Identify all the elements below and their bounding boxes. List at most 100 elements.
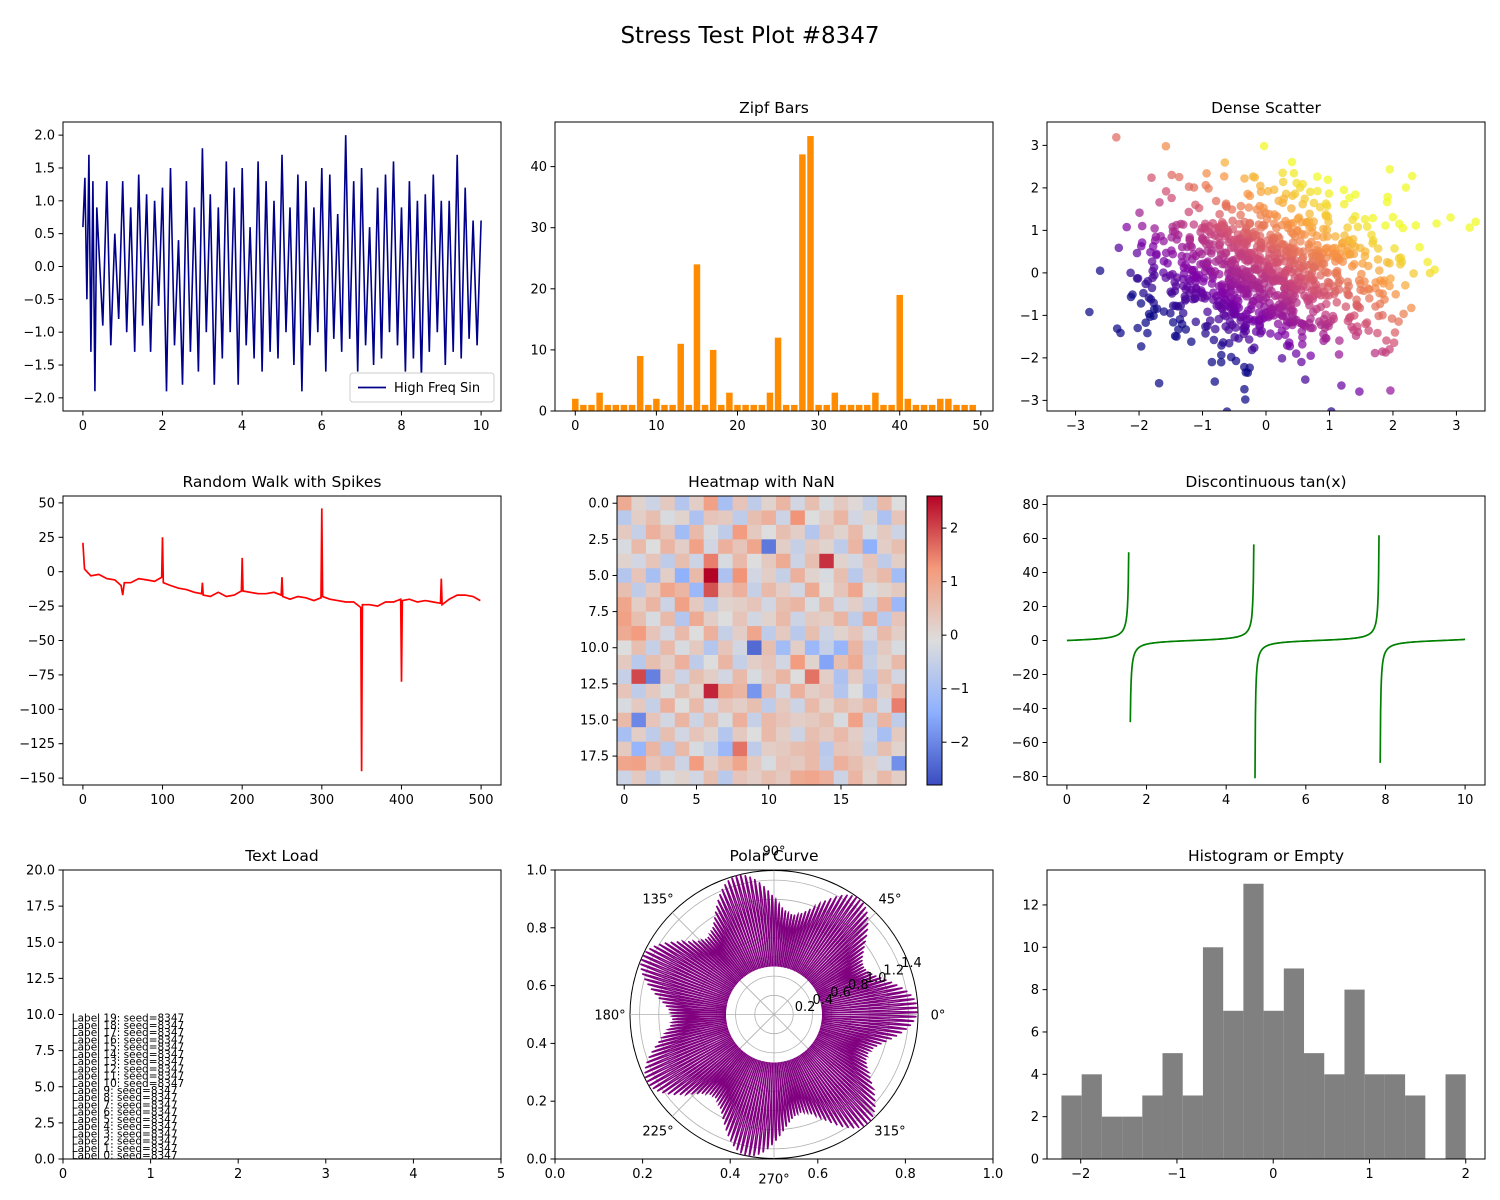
bar [904, 398, 912, 411]
subplot-high-freq-sin: 0 2 4 6 8 10 −2.0 −1.5 −1.0 −0.5 0.0 0.5 1.0 1.5 2.0 Hi… [23, 121, 502, 434]
scatter-point [1331, 232, 1340, 241]
scatter-point [1205, 316, 1215, 325]
y-tick-label: −20 [1012, 668, 1039, 683]
scatter-point [1321, 267, 1330, 277]
bar [669, 404, 676, 411]
heatmap-cell [848, 568, 864, 584]
scatter-point [1242, 228, 1251, 238]
scatter-point [1234, 296, 1243, 306]
heatmap-cell [833, 683, 849, 699]
heatmap-cell [747, 510, 762, 526]
heatmap-cell [732, 712, 748, 728]
heatmap-cell [848, 712, 864, 728]
subplot-heatmap: 0 5 10 150.02.55.07.510.012.515.017.5Heatma… [580, 473, 969, 808]
heatmap-cell [660, 524, 676, 540]
y-tick-label: 0.0 [34, 1153, 55, 1168]
heatmap-cell [819, 669, 835, 685]
scatter-point [1240, 384, 1249, 394]
heatmap-cell [732, 524, 748, 540]
polar-radial-label: 1.4 [901, 956, 922, 971]
scatter-point [1137, 221, 1147, 231]
x-tick-label: 3 [322, 1167, 330, 1182]
scatter-point [1227, 257, 1237, 266]
heatmap-cell [747, 582, 762, 598]
scatter-point [1085, 307, 1094, 317]
scatter-point [1292, 284, 1301, 294]
bar [782, 404, 790, 411]
heatmap-cell [747, 741, 762, 757]
heatmap-cell [689, 553, 705, 569]
heatmap-cell [631, 669, 647, 685]
heatmap-cell [804, 568, 820, 584]
heatmap-cell [674, 510, 690, 526]
heatmap-cell [732, 770, 748, 786]
scatter-point [1243, 368, 1253, 378]
x-tick-label: 4 [409, 1167, 417, 1182]
heatmap-cell [862, 524, 878, 540]
hist-bar [1445, 1074, 1466, 1159]
scatter-point [1301, 375, 1310, 384]
scatter-point [1278, 168, 1287, 178]
heatmap-cell [747, 597, 762, 612]
heatmap-cell [645, 698, 661, 714]
heatmap-cell [877, 756, 892, 771]
scatter-point [1328, 311, 1338, 321]
heatmap-cell [891, 568, 907, 584]
heatmap-cell [833, 698, 849, 714]
heatmap-cell [703, 611, 719, 627]
heatmap-cell [804, 698, 820, 714]
heatmap-cell [747, 756, 762, 771]
y-tick-label: 1.0 [34, 194, 55, 209]
heatmap-cell [848, 539, 864, 555]
heatmap-cell [747, 568, 762, 584]
x-tick-label: 4 [1222, 793, 1230, 808]
scatter-point [1151, 232, 1161, 242]
scatter-point [1323, 232, 1332, 241]
scatter-point [1254, 308, 1264, 317]
heatmap-cell [833, 712, 849, 728]
heatmap-cell [732, 539, 748, 555]
y-tick-label: 0 [1031, 1153, 1039, 1168]
x-tick-label: 6 [1302, 793, 1310, 808]
heatmap-cell [790, 611, 806, 627]
scatter-point [1309, 307, 1318, 317]
scatter-point [1136, 342, 1146, 351]
heatmap-cell [645, 496, 661, 511]
heatmap-cell [689, 524, 705, 540]
heatmap-cell [761, 597, 777, 612]
text-label: Label 4: seed=8347 [72, 1121, 178, 1133]
heatmap-cell [819, 510, 835, 526]
scatter-point [1161, 141, 1171, 151]
scatter-point [1189, 249, 1198, 259]
scatter-point [1399, 309, 1408, 319]
heatmap-cell [761, 611, 777, 627]
heatmap-cell [790, 741, 806, 757]
heatmap-cell [747, 770, 762, 786]
scatter-point [1122, 222, 1131, 232]
polar-angle-label: 180° [594, 1009, 625, 1024]
heatmap-cell [718, 597, 733, 612]
heatmap-cell [891, 524, 907, 540]
polar-radial-label: 0.4 [812, 993, 833, 1008]
heatmap-cell [732, 756, 748, 771]
scatter-point [1171, 301, 1181, 311]
heatmap-cell [891, 770, 907, 786]
heatmap-cell [775, 741, 791, 757]
scatter-point [1267, 268, 1276, 277]
axes-title: Random Walk with Spikes [183, 473, 382, 491]
axes-frame [1046, 495, 1486, 786]
hist-bar [1061, 1095, 1082, 1159]
scatter-point [1255, 322, 1264, 331]
heatmap-cell [877, 712, 892, 728]
heatmap-cell [819, 683, 835, 699]
x-tick-label: 0.2 [632, 1167, 653, 1182]
bar [969, 404, 976, 411]
scatter-point [1432, 219, 1441, 228]
scatter-point [1281, 321, 1291, 331]
x-tick-label: 2 [158, 419, 166, 434]
heatmap-cell [761, 510, 777, 526]
heatmap-cell [891, 539, 907, 555]
heatmap-cell [660, 496, 676, 511]
heatmap-cell [645, 582, 661, 598]
scatter-point [1353, 222, 1363, 232]
